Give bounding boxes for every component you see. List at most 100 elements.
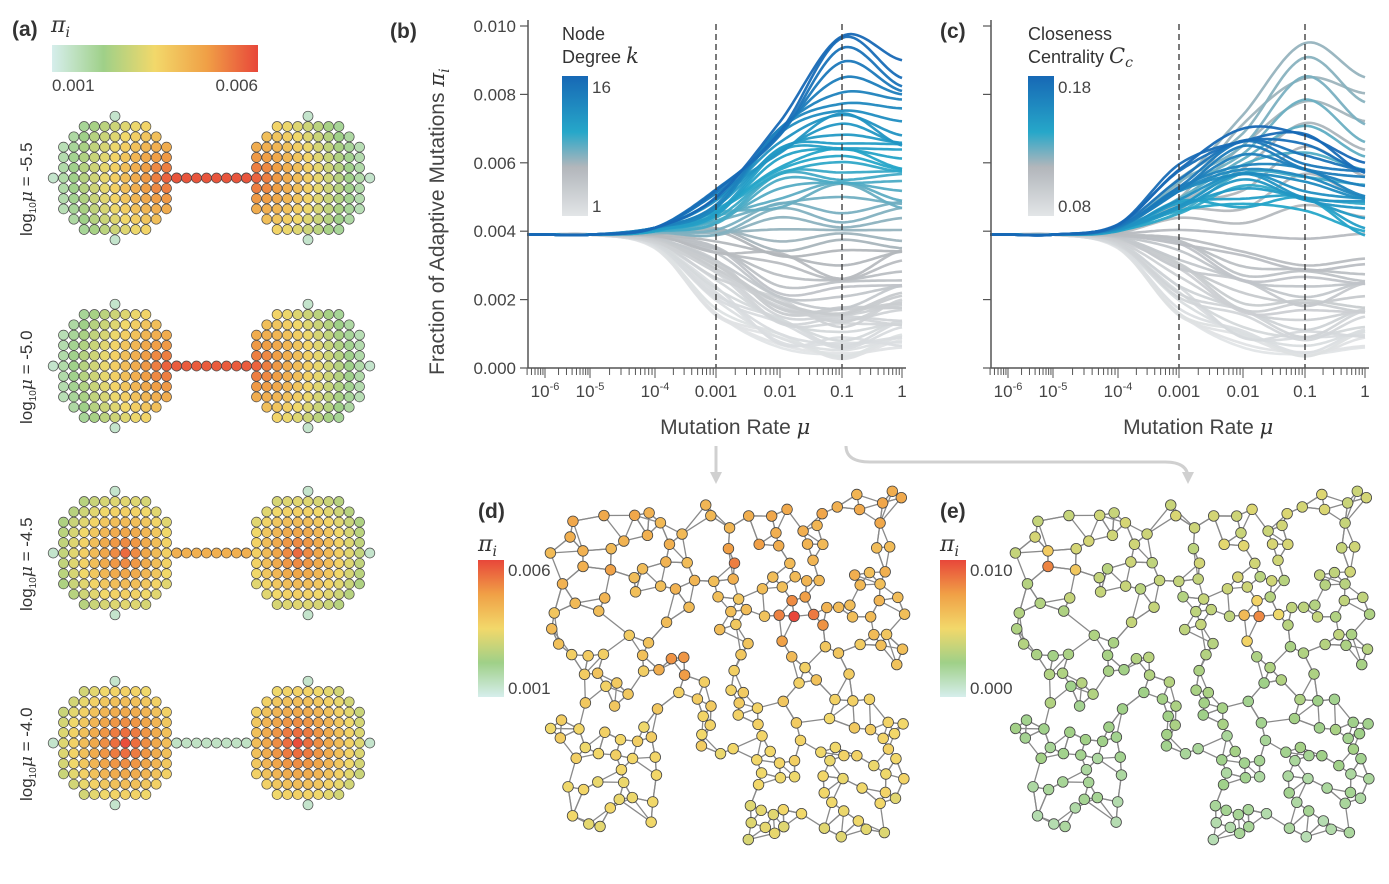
lattice-node bbox=[78, 568, 90, 579]
network-node bbox=[1353, 727, 1366, 740]
lattice-node bbox=[333, 121, 345, 132]
lattice-node bbox=[343, 172, 355, 184]
lattice-node bbox=[201, 360, 212, 372]
lattice-node bbox=[312, 516, 324, 528]
lattice-node bbox=[109, 789, 121, 800]
lattice-node bbox=[89, 547, 100, 559]
colorbar bbox=[562, 76, 588, 216]
lattice-node bbox=[68, 370, 80, 382]
lattice-node bbox=[89, 131, 100, 143]
network-node bbox=[1266, 538, 1279, 550]
network-node bbox=[1083, 535, 1095, 547]
network-node bbox=[1286, 601, 1298, 614]
lattice-node bbox=[89, 193, 100, 204]
lattice-node bbox=[251, 727, 262, 739]
lattice-node bbox=[58, 381, 69, 392]
network-node bbox=[1207, 833, 1220, 846]
lattice-node bbox=[119, 203, 131, 215]
lattice-node bbox=[78, 162, 90, 174]
network-node bbox=[1264, 591, 1276, 603]
colorbar-d-title: πi bbox=[477, 532, 497, 560]
lattice-node bbox=[68, 568, 80, 579]
network-node bbox=[1170, 509, 1182, 522]
network-node bbox=[1278, 574, 1290, 587]
network-node bbox=[837, 772, 849, 785]
lattice-node bbox=[119, 131, 131, 143]
network-node bbox=[1243, 821, 1255, 833]
lattice-node bbox=[119, 319, 131, 331]
lattice-node bbox=[282, 360, 293, 372]
network-node bbox=[784, 557, 796, 570]
lattice-node bbox=[161, 557, 172, 569]
colorbar-title-line2: Degree k bbox=[562, 44, 639, 68]
network-edge bbox=[1146, 504, 1172, 535]
network-node bbox=[638, 721, 650, 733]
lattice-node bbox=[119, 599, 131, 610]
lattice-node bbox=[119, 706, 131, 718]
lattice-node bbox=[78, 350, 90, 362]
network-node bbox=[544, 547, 557, 559]
lattice-node bbox=[109, 557, 121, 569]
network-node bbox=[1102, 665, 1115, 677]
lattice-node bbox=[261, 778, 273, 790]
lattice-node bbox=[99, 527, 111, 538]
lattice-node bbox=[58, 360, 69, 372]
lattice-node bbox=[171, 737, 182, 749]
lattice-node bbox=[333, 768, 345, 780]
lattice-node bbox=[130, 686, 141, 697]
lattice-node bbox=[271, 121, 283, 132]
lattice-node bbox=[271, 758, 283, 769]
lattice-node bbox=[78, 391, 90, 403]
network-node bbox=[864, 723, 877, 736]
lattice-node bbox=[89, 686, 100, 697]
network-node bbox=[628, 571, 640, 584]
lattice-node bbox=[68, 758, 80, 769]
network-node bbox=[600, 680, 612, 692]
lattice-node bbox=[312, 578, 324, 590]
network-node bbox=[688, 574, 701, 587]
lattice-node bbox=[68, 696, 80, 708]
lattice-node bbox=[282, 496, 293, 507]
lattice-node bbox=[261, 193, 273, 204]
lattice-node bbox=[282, 121, 293, 132]
network-node bbox=[863, 693, 876, 706]
network-node bbox=[851, 750, 863, 762]
lattice-node bbox=[271, 686, 283, 697]
lattice-node bbox=[302, 309, 314, 320]
lattice-node bbox=[119, 391, 131, 403]
lattice-node bbox=[89, 224, 100, 235]
lattice-node bbox=[302, 401, 314, 413]
lattice-node bbox=[282, 599, 293, 610]
lattice-node bbox=[251, 717, 262, 728]
lattice-node bbox=[89, 319, 100, 331]
network-node bbox=[1303, 749, 1315, 762]
lattice-node bbox=[302, 485, 314, 497]
network-node bbox=[714, 747, 727, 760]
lattice-node bbox=[211, 360, 222, 372]
network-node bbox=[696, 728, 708, 741]
lattice-node bbox=[302, 599, 314, 610]
lattice-node bbox=[119, 182, 131, 194]
network-node bbox=[1202, 686, 1215, 699]
lattice-node bbox=[89, 329, 100, 341]
network-node bbox=[742, 510, 755, 522]
lattice-node bbox=[333, 193, 345, 204]
lattice-node bbox=[130, 370, 141, 382]
lattice-node bbox=[109, 588, 121, 600]
lattice-node bbox=[150, 213, 162, 225]
lattice-node bbox=[99, 162, 111, 174]
network-node bbox=[695, 740, 708, 752]
lattice-node bbox=[333, 141, 345, 153]
network-node bbox=[1062, 648, 1075, 660]
lattice-node bbox=[251, 737, 262, 749]
lattice-node bbox=[47, 360, 59, 372]
lattice-node bbox=[364, 360, 376, 372]
network-node bbox=[1210, 817, 1222, 829]
lattice-node bbox=[130, 768, 141, 780]
lattice-node bbox=[271, 141, 283, 153]
network-node bbox=[838, 749, 850, 762]
network-node bbox=[1161, 728, 1173, 741]
lattice-node bbox=[292, 319, 304, 331]
network-node bbox=[1283, 822, 1296, 834]
lattice-node bbox=[58, 516, 69, 528]
